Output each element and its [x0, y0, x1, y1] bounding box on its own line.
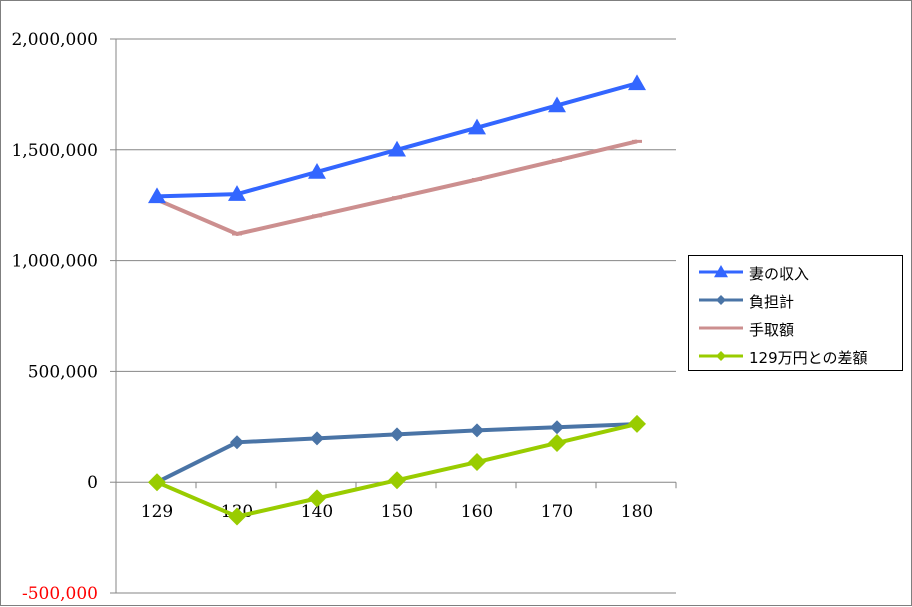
y-tick-label: 0 [87, 473, 98, 493]
legend-swatch [699, 326, 743, 330]
gridlines [116, 38, 676, 594]
data-point-diamond [470, 423, 484, 438]
data-point-triangle [148, 187, 166, 204]
series-3 [152, 139, 642, 237]
y-tick-label: 1,000,000 [11, 252, 98, 272]
legend-swatch [699, 295, 743, 305]
legend-item: 負担計 [689, 289, 902, 311]
data-point-diamond [148, 473, 166, 492]
series-line [156, 81, 638, 199]
x-tick-label: 150 [381, 502, 413, 522]
y-tick-label: 2,000,000 [11, 30, 98, 50]
x-tick-label: 180 [621, 502, 653, 522]
data-point-triangle [714, 265, 728, 278]
legend-label: 手取額 [749, 321, 795, 339]
data-point-diamond [390, 427, 404, 442]
data-point-diamond [388, 471, 406, 490]
series-1 [148, 74, 646, 204]
x-tick-label: 129 [141, 502, 173, 522]
data-point-triangle [388, 140, 406, 157]
data-point-diamond [716, 351, 726, 361]
legend: 妻の収入負担計手取額 129万円との差額 [688, 255, 903, 371]
x-tick-label: 170 [541, 502, 573, 522]
legend-label: 負担計 [749, 293, 795, 311]
data-point-diamond [468, 453, 486, 472]
x-tick-label: 140 [301, 502, 333, 522]
legend-swatch [699, 351, 743, 361]
x-tick-labels: 129130140150160170180 [141, 502, 653, 522]
y-tick-label: 1,500,000 [11, 141, 98, 161]
data-point-diamond [548, 433, 566, 452]
data-point-diamond [716, 295, 726, 305]
legend-label: 129万円との差額 [749, 349, 868, 367]
data-point-triangle [468, 118, 486, 135]
y-tick-label: -500,000 [22, 584, 98, 604]
legend-item: 妻の収入 [689, 261, 902, 283]
x-tick-label: 160 [461, 502, 493, 522]
data-point-triangle [548, 96, 566, 113]
data-point-diamond [308, 489, 326, 508]
data-point-triangle [628, 74, 646, 91]
series-layer [148, 74, 646, 526]
data-point-diamond [550, 420, 564, 435]
y-tick-labels: 2,000,000 1,500,000 1,000,000 500,000 0 -500,… [11, 30, 98, 604]
legend-item: 129万円との差額 [689, 345, 902, 367]
data-point-triangle [308, 162, 326, 179]
data-point-diamond [628, 414, 646, 433]
y-tick-label: 500,000 [28, 362, 98, 382]
data-point-diamond [230, 435, 244, 450]
data-point-triangle [228, 185, 246, 201]
legend-label: 妻の収入 [749, 265, 810, 283]
legend-swatch [699, 265, 743, 278]
legend-item: 手取額 [689, 317, 902, 339]
data-point-diamond [310, 431, 324, 446]
